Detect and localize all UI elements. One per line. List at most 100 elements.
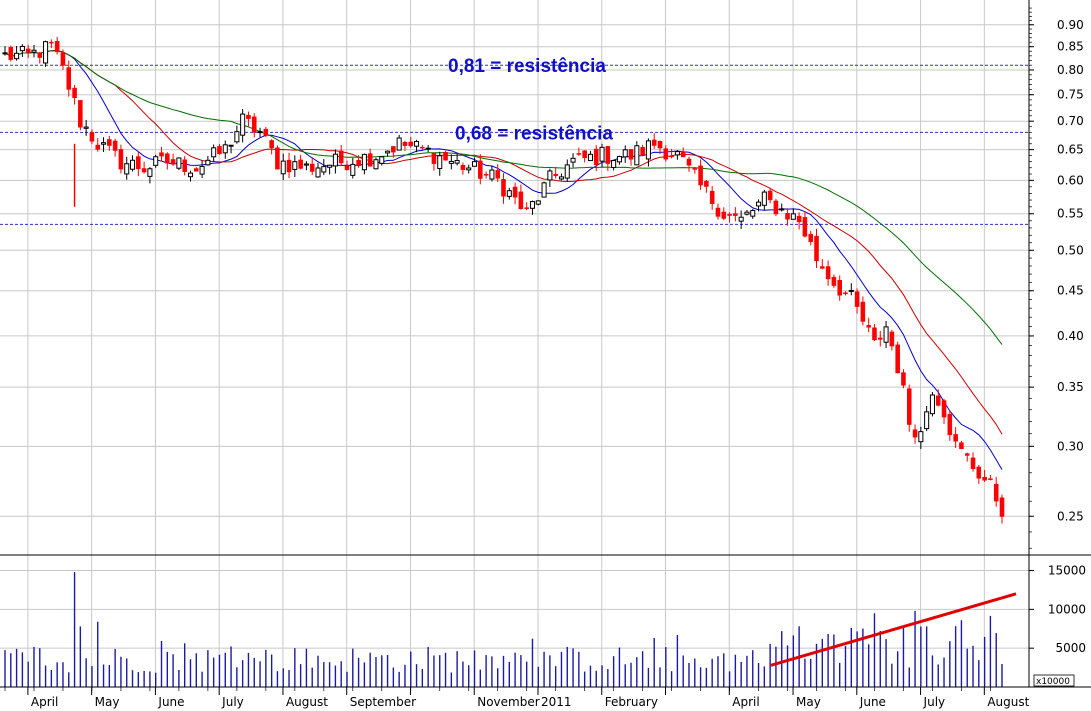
candle-body [918, 431, 924, 443]
candle-body [309, 163, 315, 172]
candle-body [848, 289, 854, 292]
candle-body [877, 337, 883, 340]
candle-body [425, 147, 431, 150]
candle-body [593, 148, 599, 166]
candle-body [628, 149, 634, 160]
candle-body [431, 152, 437, 164]
candle-body [715, 207, 721, 217]
price-tick-label: 0.80 [1057, 63, 1084, 77]
candle-body [373, 159, 379, 170]
candle-body [790, 213, 796, 220]
candle-body [54, 41, 60, 53]
candle-body [796, 215, 802, 223]
candle-body [611, 160, 617, 169]
candle-body [883, 326, 889, 343]
candle-body [217, 146, 222, 155]
month-label: May [95, 695, 120, 709]
candle-body [147, 168, 153, 177]
candle-body [547, 170, 553, 181]
candle-body [512, 186, 518, 198]
candle-body [680, 151, 686, 158]
month-label: November [477, 695, 539, 709]
candle-body [25, 48, 31, 53]
candle-body [570, 157, 576, 163]
month-label: September [350, 695, 416, 709]
price-tick-label: 0.35 [1057, 380, 1084, 394]
candle-body [843, 292, 848, 294]
candle-body [153, 156, 159, 166]
chart-frame [0, 0, 1091, 688]
chart-grid [0, 0, 1029, 687]
candle-body [669, 155, 674, 158]
candle-body [159, 152, 164, 157]
candle-body [970, 457, 976, 470]
candle-body [234, 131, 240, 143]
candle-body [414, 141, 420, 147]
candle-body [43, 41, 49, 64]
candle-body [60, 52, 66, 66]
resistance-label: 0,81 = resistência [448, 56, 606, 77]
candle-body [454, 160, 460, 164]
candle-body [257, 131, 263, 134]
candle-body [709, 190, 715, 204]
moving-average-line [4, 50, 1003, 470]
candle-body [466, 167, 472, 171]
candle-body [396, 137, 402, 151]
candle-body [286, 159, 292, 173]
moving-average-line [4, 50, 1003, 435]
candle-body [976, 466, 982, 479]
candle-body [698, 165, 703, 186]
candle-body [744, 211, 750, 215]
candle-body [837, 279, 842, 296]
candle-body [587, 153, 593, 162]
candle-body [906, 388, 912, 425]
candle-body [524, 207, 529, 209]
candle-body [182, 159, 187, 172]
candle-body [645, 140, 651, 160]
candle-body [72, 87, 77, 98]
candle-body [379, 156, 385, 164]
candle-body [576, 153, 582, 155]
candle-body [112, 140, 118, 151]
candle-body [101, 142, 107, 145]
candle-body [31, 49, 37, 53]
moving-average-lines [4, 50, 1003, 470]
candle-body [443, 152, 448, 161]
volume-bars [4, 572, 1003, 687]
volume-axis: 5000 10000 15000 x10000 [1029, 564, 1086, 687]
candle-body [953, 434, 958, 442]
candle-body [750, 209, 756, 217]
candle-body [141, 168, 147, 173]
candle-body [263, 128, 269, 136]
volume-multiplier-label: x10000 [1036, 677, 1070, 687]
candle-body [820, 266, 825, 269]
month-label: July [923, 695, 946, 709]
moving-average-line [4, 50, 1003, 345]
candle-body [506, 190, 512, 197]
candle-body [553, 174, 558, 176]
candle-body [785, 213, 790, 220]
candle-body [860, 301, 866, 322]
candle-body [385, 150, 391, 154]
candle-body [356, 160, 361, 166]
month-label: August [987, 695, 1029, 709]
candle-body [993, 483, 999, 502]
price-tick-label: 0.25 [1057, 509, 1084, 523]
candle-body [489, 169, 495, 180]
candle-body [350, 163, 356, 176]
candle-body [541, 182, 547, 198]
candle-body [165, 153, 170, 164]
candle-body [367, 153, 373, 167]
candle-body [947, 414, 953, 436]
candle-body [558, 176, 564, 180]
candle-body [118, 149, 124, 170]
candle-body [733, 213, 738, 216]
candle-body [599, 146, 605, 162]
candle-body [929, 394, 935, 415]
time-axis: April May June July August September November 2… [4, 687, 1030, 709]
candle-body [211, 147, 217, 158]
candle-body [303, 163, 309, 166]
candle-body [194, 168, 199, 172]
candle-body [959, 442, 964, 449]
